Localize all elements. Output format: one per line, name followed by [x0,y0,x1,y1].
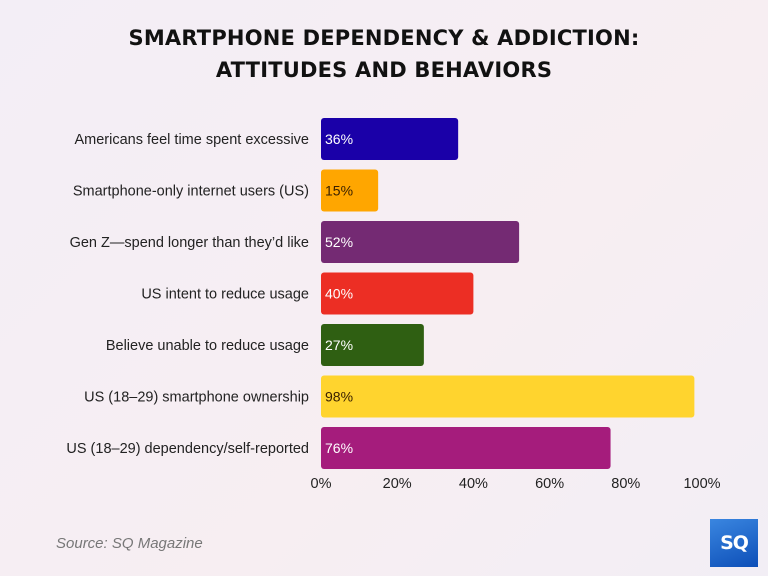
chart-title-line-2: ATTITUDES AND BEHAVIORS [215,58,553,82]
data-label: 40% [325,286,353,302]
category-label: US (18–29) dependency/self-reported [66,441,309,457]
category-label: US intent to reduce usage [141,287,309,303]
x-tick-label: 20% [383,476,412,492]
logo-text: SQ [720,532,749,554]
category-label: Smartphone-only internet users (US) [73,184,309,200]
x-tick-label: 40% [459,476,488,492]
bar [321,169,379,212]
bar [321,375,695,418]
category-label: Believe unable to reduce usage [106,338,309,354]
data-label: 36% [325,131,353,147]
chart-title: SMARTPHONE DEPENDENCY & ADDICTION: ATTIT… [0,22,768,86]
sq-logo: SQ [710,519,758,567]
source-note: Source: SQ Magazine [56,535,203,552]
x-tick-label: 60% [535,476,564,492]
category-label: Gen Z—spend longer than they’d like [70,235,309,251]
category-label: Americans feel time spent excessive [74,132,309,148]
data-label: 15% [325,183,353,199]
data-label: 27% [325,337,353,353]
bar [321,427,611,469]
category-label: US (18–29) smartphone ownership [84,390,309,406]
chart-title-line-1: SMARTPHONE DEPENDENCY & ADDICTION: [128,26,640,50]
bar [321,221,520,263]
x-tick-label: 0% [311,476,332,492]
data-label: 76% [325,440,353,456]
x-tick-label: 80% [611,476,640,492]
data-label: 52% [325,234,353,250]
bar [321,272,474,315]
x-tick-label: 100% [683,476,720,492]
data-label: 98% [325,389,353,405]
bar [321,324,424,366]
bar [321,118,459,160]
